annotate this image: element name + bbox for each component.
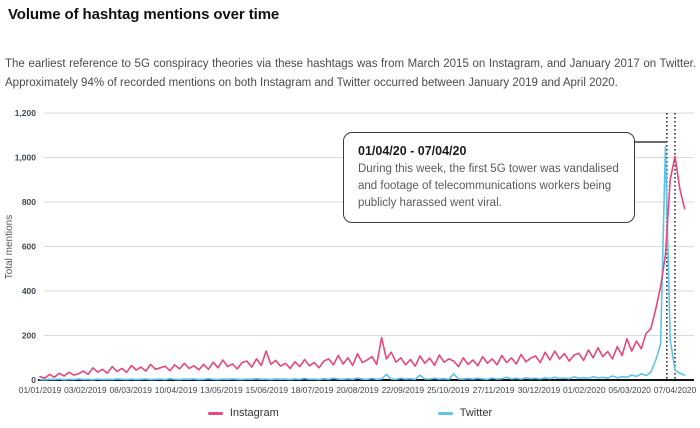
annotation-body: During this week, the first 5G tower was…: [358, 163, 619, 209]
x-tick-label: 22/09/2019: [382, 385, 425, 395]
x-tick-label: 03/02/2019: [64, 385, 107, 395]
series-line-twitter[interactable]: [39, 145, 686, 381]
x-tick-label: 08/03/2019: [109, 385, 152, 395]
x-tick-label: 20/08/2019: [336, 385, 379, 395]
x-tick-label: 13/05/2019: [200, 385, 243, 395]
page-subtitle: The earliest reference to 5G conspiracy …: [5, 58, 696, 89]
y-tick-label: 400: [22, 286, 36, 296]
y-tick-label: 0: [31, 375, 36, 385]
legend: Instagram Twitter: [0, 407, 700, 419]
y-tick-label: 1,200: [15, 108, 37, 118]
instagram-line-swatch: [207, 411, 223, 415]
x-tick-label: 10/04/2019: [155, 385, 198, 395]
x-tick-label: 18/07/2019: [291, 385, 334, 395]
annotation-callout: 01/04/20 - 07/04/20 During this week, th…: [343, 132, 635, 223]
x-tick-label: 30/12/2019: [518, 385, 561, 395]
twitter-line-swatch: [437, 411, 453, 415]
x-tick-label: 25/10/2019: [427, 385, 470, 395]
legend-item-twitter[interactable]: Twitter: [437, 407, 493, 419]
chart-area: 0 200 400 600 800 1,000 1,200 Total mentions 01/…: [0, 100, 700, 400]
x-tick-label: 15/06/2019: [246, 385, 289, 395]
y-tick-label: 200: [22, 331, 36, 341]
page-title: Volume of hashtag mentions over time: [8, 6, 280, 23]
x-tick-label: 01/01/2019: [19, 385, 62, 395]
y-axis-title: Total mentions: [4, 215, 15, 279]
x-tick-label: 27/11/2019: [473, 385, 515, 395]
y-tick-label: 1,000: [15, 153, 37, 163]
y-tick-label: 600: [22, 242, 36, 252]
x-tick-label: 07/04/2020: [654, 385, 697, 395]
legend-label-instagram: Instagram: [229, 407, 279, 419]
x-tick-label: 05/03/2020: [608, 385, 651, 395]
y-tick-label: 800: [22, 197, 36, 207]
legend-label-twitter: Twitter: [459, 407, 493, 419]
x-tick-label: 01/02/2020: [563, 385, 606, 395]
series-line-instagram[interactable]: [39, 155, 686, 380]
annotation-title: 01/04/20 - 07/04/20: [358, 144, 467, 158]
legend-item-instagram[interactable]: Instagram: [207, 407, 279, 419]
